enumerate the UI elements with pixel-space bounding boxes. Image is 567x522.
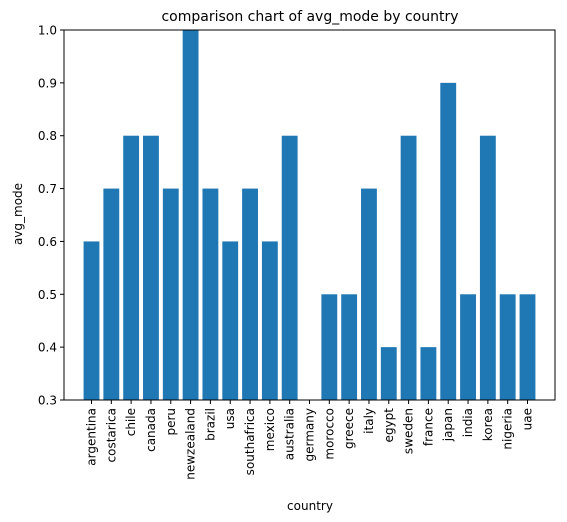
y-tick-label: 0.7 bbox=[38, 182, 57, 196]
bar-korea bbox=[479, 135, 496, 400]
bar-mexico bbox=[261, 241, 278, 400]
x-tick-label: korea bbox=[481, 408, 495, 441]
x-tick-label: morocco bbox=[322, 408, 336, 460]
x-tick-label: peru bbox=[164, 408, 178, 436]
bar-uae bbox=[519, 294, 536, 400]
y-tick-label: 0.5 bbox=[38, 288, 57, 302]
y-ticks-group: 0.3 0.4 0.5 0.6 0.7 0.8 0.9 1.0 bbox=[38, 24, 64, 408]
x-tick-label: nigeria bbox=[501, 408, 515, 450]
y-tick-label: 0.6 bbox=[38, 235, 57, 249]
x-tick-label: chile bbox=[124, 408, 138, 436]
x-tick-label: brazil bbox=[203, 408, 217, 441]
bars-group bbox=[83, 30, 536, 401]
x-tick-label: germany bbox=[303, 408, 317, 461]
x-ticks-group: argentina costarica chile canada peru newzeal… bbox=[85, 400, 535, 480]
y-tick-label: 0.3 bbox=[38, 394, 57, 408]
x-tick-label: usa bbox=[223, 408, 237, 429]
bar-brazil bbox=[202, 188, 219, 400]
x-tick-label: japan bbox=[441, 408, 455, 442]
x-tick-label: egypt bbox=[382, 408, 396, 443]
bar-usa bbox=[222, 241, 239, 400]
bar-argentina bbox=[83, 241, 100, 400]
x-tick-label: costarica bbox=[104, 408, 118, 462]
chart-title: comparison chart of avg_mode by country bbox=[161, 9, 458, 25]
bar-newzealand bbox=[182, 30, 199, 400]
x-tick-label: canada bbox=[144, 408, 158, 452]
x-tick-label: sweden bbox=[402, 408, 416, 454]
y-axis-label: avg_mode bbox=[11, 183, 25, 245]
x-tick-label: mexico bbox=[263, 408, 277, 451]
bar-morocco bbox=[321, 294, 338, 400]
x-axis-label: country bbox=[287, 499, 333, 513]
bar-india bbox=[460, 294, 476, 400]
x-tick-label: argentina bbox=[85, 408, 99, 466]
y-tick-label: 1.0 bbox=[38, 24, 57, 38]
bar-chile bbox=[123, 135, 140, 400]
x-tick-label: france bbox=[421, 408, 435, 446]
bar-southafrica bbox=[242, 188, 258, 400]
bar-sweden bbox=[400, 135, 417, 400]
x-tick-label: australia bbox=[283, 408, 297, 460]
bar-peru bbox=[162, 188, 179, 400]
bar-italy bbox=[361, 188, 377, 400]
x-tick-label: greece bbox=[342, 408, 356, 449]
y-tick-label: 0.4 bbox=[38, 341, 57, 355]
bar-japan bbox=[440, 82, 457, 401]
bar-egypt bbox=[380, 347, 397, 400]
y-tick-label: 0.8 bbox=[38, 129, 57, 143]
x-tick-label: newzealand bbox=[184, 408, 198, 480]
y-tick-label: 0.9 bbox=[38, 76, 57, 90]
bar-france bbox=[420, 347, 437, 400]
bar-canada bbox=[143, 135, 159, 400]
x-tick-label: uae bbox=[521, 408, 535, 430]
plot-frame bbox=[63, 29, 556, 401]
x-tick-label: southafrica bbox=[243, 408, 257, 475]
bar-nigeria bbox=[499, 294, 516, 400]
bar-greece bbox=[341, 294, 358, 400]
bar-costarica bbox=[103, 188, 120, 400]
x-tick-label: india bbox=[461, 408, 475, 437]
bar-australia bbox=[281, 135, 298, 400]
x-tick-label: italy bbox=[362, 408, 376, 434]
